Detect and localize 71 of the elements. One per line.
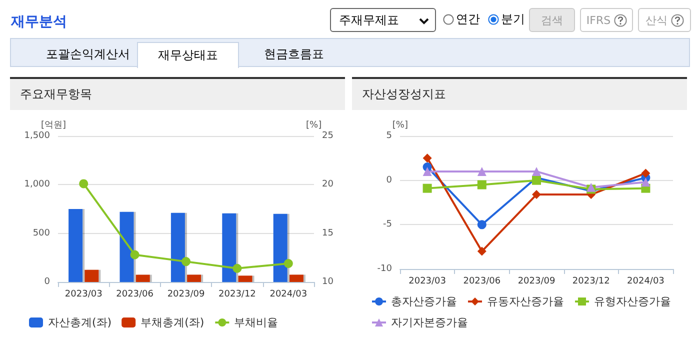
chart-title: 자산성장성지표: [352, 77, 687, 110]
legend-label: 자산총계(좌): [48, 316, 112, 329]
text: 분기: [500, 11, 525, 28]
point: [232, 264, 242, 273]
bar: [222, 213, 236, 282]
chart-title: 주요재무항목: [10, 77, 345, 110]
point: [641, 168, 650, 178]
y-tick-label: 500: [32, 228, 50, 238]
y-tick-label: -5: [383, 220, 392, 230]
point: [532, 176, 541, 185]
bar: [120, 212, 134, 282]
bar: [273, 214, 288, 282]
text: 산식: [638, 8, 691, 32]
y-axis-title: [%]: [392, 120, 408, 130]
bar: [136, 274, 150, 282]
legend-label: 부채총계(좌): [140, 316, 204, 329]
y-axis-title: [억원]: [40, 120, 66, 130]
point: [477, 166, 486, 176]
legend-label: 유동자산증가율: [487, 295, 564, 308]
legend-label: 부채비율: [234, 316, 278, 329]
y2-tick-label: 15: [322, 228, 334, 238]
x-tick-label: 2023/03: [64, 290, 102, 300]
point: [641, 178, 650, 187]
point: [182, 257, 190, 266]
x-tick-label: 2023/09: [167, 290, 205, 300]
bar: [289, 274, 304, 282]
point: [284, 259, 293, 268]
legend-label: 유형자산증가율: [594, 295, 671, 308]
legend-label: 자기자본증가율: [391, 316, 468, 329]
point: [422, 184, 432, 193]
bar: [238, 276, 252, 282]
x-tick-label: 2023/12: [218, 290, 256, 300]
y-tick-label: 1,000: [24, 180, 50, 190]
y-tick-label: 5: [386, 131, 392, 141]
text: 현금흐름표: [264, 46, 324, 63]
point: [477, 220, 486, 230]
point: [422, 154, 432, 163]
point: [79, 179, 88, 188]
y-tick-label: 0: [386, 175, 392, 186]
point: [130, 250, 140, 260]
y2-tick-label: 10: [322, 277, 334, 287]
bar: [68, 209, 83, 282]
text: 연간: [455, 11, 480, 28]
point: [477, 246, 486, 256]
x-tick-label: 2023/06: [116, 290, 154, 300]
x-tick-label: 2023/09: [518, 276, 556, 286]
legend-label: 총자산증가율: [391, 295, 457, 308]
point: [532, 166, 541, 176]
x-tick-label: 2024/03: [627, 276, 664, 286]
y2-tick-label: 20: [322, 180, 334, 190]
point: [422, 166, 432, 176]
x-tick-label: 2024/03: [270, 290, 308, 300]
point: [477, 180, 486, 190]
text: 주재무제표: [330, 8, 436, 32]
point: [532, 190, 541, 200]
text: IFRS: [580, 8, 633, 32]
bar: [84, 270, 99, 282]
bar: [187, 274, 202, 282]
x-tick-label: 2023/12: [572, 276, 610, 286]
text: 검색: [529, 8, 575, 32]
text: 포괄손익계산서: [46, 46, 130, 63]
y-tick-label: -10: [377, 264, 392, 274]
text: 재무분석: [11, 13, 67, 31]
y-tick-label: 1,500: [24, 131, 50, 141]
y2-tick-label: 25: [322, 131, 334, 141]
bar: [170, 212, 185, 282]
text: 재무상태표: [137, 42, 239, 68]
y2-axis-title: [%]: [306, 120, 322, 130]
x-tick-label: 2023/03: [408, 276, 446, 286]
x-tick-label: 2023/06: [463, 276, 501, 286]
y-tick-label: 0: [44, 277, 50, 287]
